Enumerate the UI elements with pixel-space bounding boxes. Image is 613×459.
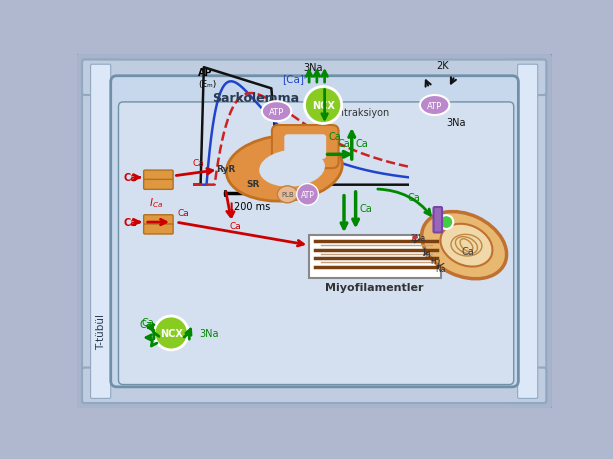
- Text: $I_{Ca}$: $I_{Ca}$: [150, 196, 164, 209]
- Text: Ca: Ca: [230, 221, 242, 230]
- Text: Miyofilamentler: Miyofilamentler: [325, 282, 424, 292]
- Text: Ca: Ca: [177, 209, 189, 218]
- FancyBboxPatch shape: [433, 207, 442, 233]
- FancyBboxPatch shape: [143, 180, 173, 190]
- Text: ATP: ATP: [269, 107, 284, 117]
- Text: Ca: Ca: [124, 218, 138, 228]
- Text: 2K: 2K: [436, 61, 449, 71]
- Text: Ca: Ca: [142, 318, 154, 327]
- Text: 2Na: 2Na: [410, 234, 425, 242]
- Text: Ca: Ca: [140, 319, 153, 329]
- Text: Ca: Ca: [462, 246, 474, 256]
- Ellipse shape: [262, 102, 291, 122]
- Text: H: H: [430, 257, 436, 265]
- FancyBboxPatch shape: [91, 65, 111, 398]
- Ellipse shape: [420, 96, 449, 116]
- Text: 3Na: 3Na: [303, 62, 323, 73]
- Text: ATP: ATP: [300, 190, 314, 199]
- FancyBboxPatch shape: [82, 61, 546, 96]
- FancyBboxPatch shape: [284, 135, 326, 160]
- FancyBboxPatch shape: [111, 77, 519, 387]
- Circle shape: [154, 316, 188, 350]
- FancyBboxPatch shape: [517, 65, 538, 398]
- Text: Ca: Ca: [124, 173, 138, 183]
- FancyBboxPatch shape: [82, 368, 546, 403]
- Text: Sarkolemma: Sarkolemma: [212, 92, 299, 105]
- Circle shape: [305, 87, 341, 124]
- Text: Ca: Ca: [359, 204, 372, 214]
- FancyBboxPatch shape: [118, 103, 514, 385]
- Text: Ca: Ca: [338, 139, 351, 149]
- Ellipse shape: [440, 224, 492, 267]
- Text: T-tübül: T-tübül: [96, 313, 107, 350]
- Text: PLB: PLB: [281, 192, 294, 198]
- Circle shape: [412, 235, 417, 240]
- FancyBboxPatch shape: [272, 126, 338, 169]
- Text: RyR: RyR: [216, 164, 236, 174]
- Text: ATP: ATP: [427, 101, 443, 110]
- FancyBboxPatch shape: [75, 54, 554, 410]
- Text: 3Na: 3Na: [447, 118, 466, 128]
- Ellipse shape: [226, 136, 342, 202]
- FancyBboxPatch shape: [143, 215, 173, 225]
- Circle shape: [297, 184, 318, 206]
- Text: 3Na: 3Na: [199, 328, 219, 338]
- Text: Ca: Ca: [356, 139, 368, 148]
- Text: NCX: NCX: [160, 328, 183, 338]
- FancyBboxPatch shape: [509, 61, 546, 403]
- Text: NCX: NCX: [311, 101, 335, 111]
- Text: Ca: Ca: [192, 158, 204, 167]
- FancyBboxPatch shape: [143, 224, 173, 235]
- Text: Ca: Ca: [329, 132, 341, 142]
- Text: SR: SR: [246, 179, 260, 189]
- Text: H: H: [424, 250, 430, 259]
- Ellipse shape: [422, 212, 506, 279]
- FancyBboxPatch shape: [143, 171, 173, 181]
- Text: Na: Na: [436, 264, 446, 273]
- Ellipse shape: [259, 150, 325, 187]
- Text: Ca: Ca: [408, 192, 420, 202]
- Ellipse shape: [277, 186, 297, 203]
- Bar: [309, 235, 441, 278]
- FancyBboxPatch shape: [82, 61, 120, 403]
- Circle shape: [440, 216, 453, 230]
